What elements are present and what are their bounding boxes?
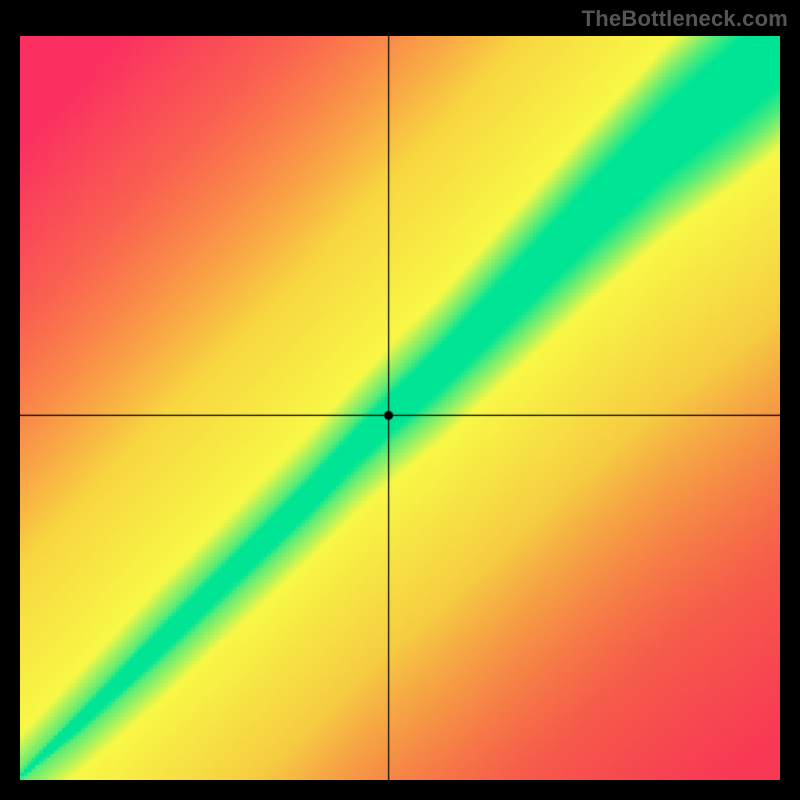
attribution-watermark: TheBottleneck.com [582, 6, 788, 32]
bottleneck-heatmap [20, 36, 780, 780]
heatmap-canvas [20, 36, 780, 780]
